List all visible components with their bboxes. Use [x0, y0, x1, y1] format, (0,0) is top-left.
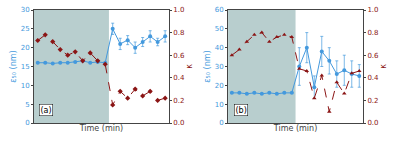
svg-text:ε₅₀ (nm): ε₅₀ (nm) — [9, 50, 18, 82]
svg-text:Time (min): Time (min) — [79, 124, 123, 133]
svg-text:20: 20 — [215, 82, 224, 90]
svg-text:1.0: 1.0 — [173, 6, 184, 14]
svg-text:0.4: 0.4 — [367, 74, 379, 82]
svg-text:5: 5 — [25, 101, 29, 109]
svg-text:0: 0 — [219, 119, 223, 127]
svg-text:(b): (b) — [236, 106, 247, 115]
svg-text:0.2: 0.2 — [367, 97, 378, 105]
svg-text:10: 10 — [21, 82, 30, 90]
svg-text:40: 40 — [215, 44, 224, 52]
svg-text:0.6: 0.6 — [367, 52, 379, 60]
svg-text:1.0: 1.0 — [367, 6, 378, 14]
svg-text:0.8: 0.8 — [173, 29, 184, 37]
svg-text:κ: κ — [379, 64, 388, 69]
svg-text:0.4: 0.4 — [173, 74, 185, 82]
svg-text:30: 30 — [215, 63, 224, 71]
svg-text:ε₅₀ (nm): ε₅₀ (nm) — [203, 50, 212, 82]
svg-text:20: 20 — [21, 44, 30, 52]
svg-text:0.6: 0.6 — [173, 52, 185, 60]
svg-text:10: 10 — [215, 101, 224, 109]
svg-text:15: 15 — [21, 63, 30, 71]
svg-text:0.2: 0.2 — [173, 97, 184, 105]
svg-text:60: 60 — [215, 6, 224, 14]
svg-text:Time (min): Time (min) — [273, 124, 317, 133]
svg-text:50: 50 — [215, 25, 224, 33]
svg-text:30: 30 — [21, 6, 30, 14]
svg-text:0.8: 0.8 — [367, 29, 378, 37]
svg-text:0.0: 0.0 — [173, 119, 184, 127]
svg-text:25: 25 — [21, 25, 30, 33]
svg-text:0: 0 — [25, 119, 29, 127]
svg-text:0.0: 0.0 — [367, 119, 378, 127]
svg-text:κ: κ — [185, 64, 194, 69]
svg-text:(a): (a) — [41, 106, 52, 115]
